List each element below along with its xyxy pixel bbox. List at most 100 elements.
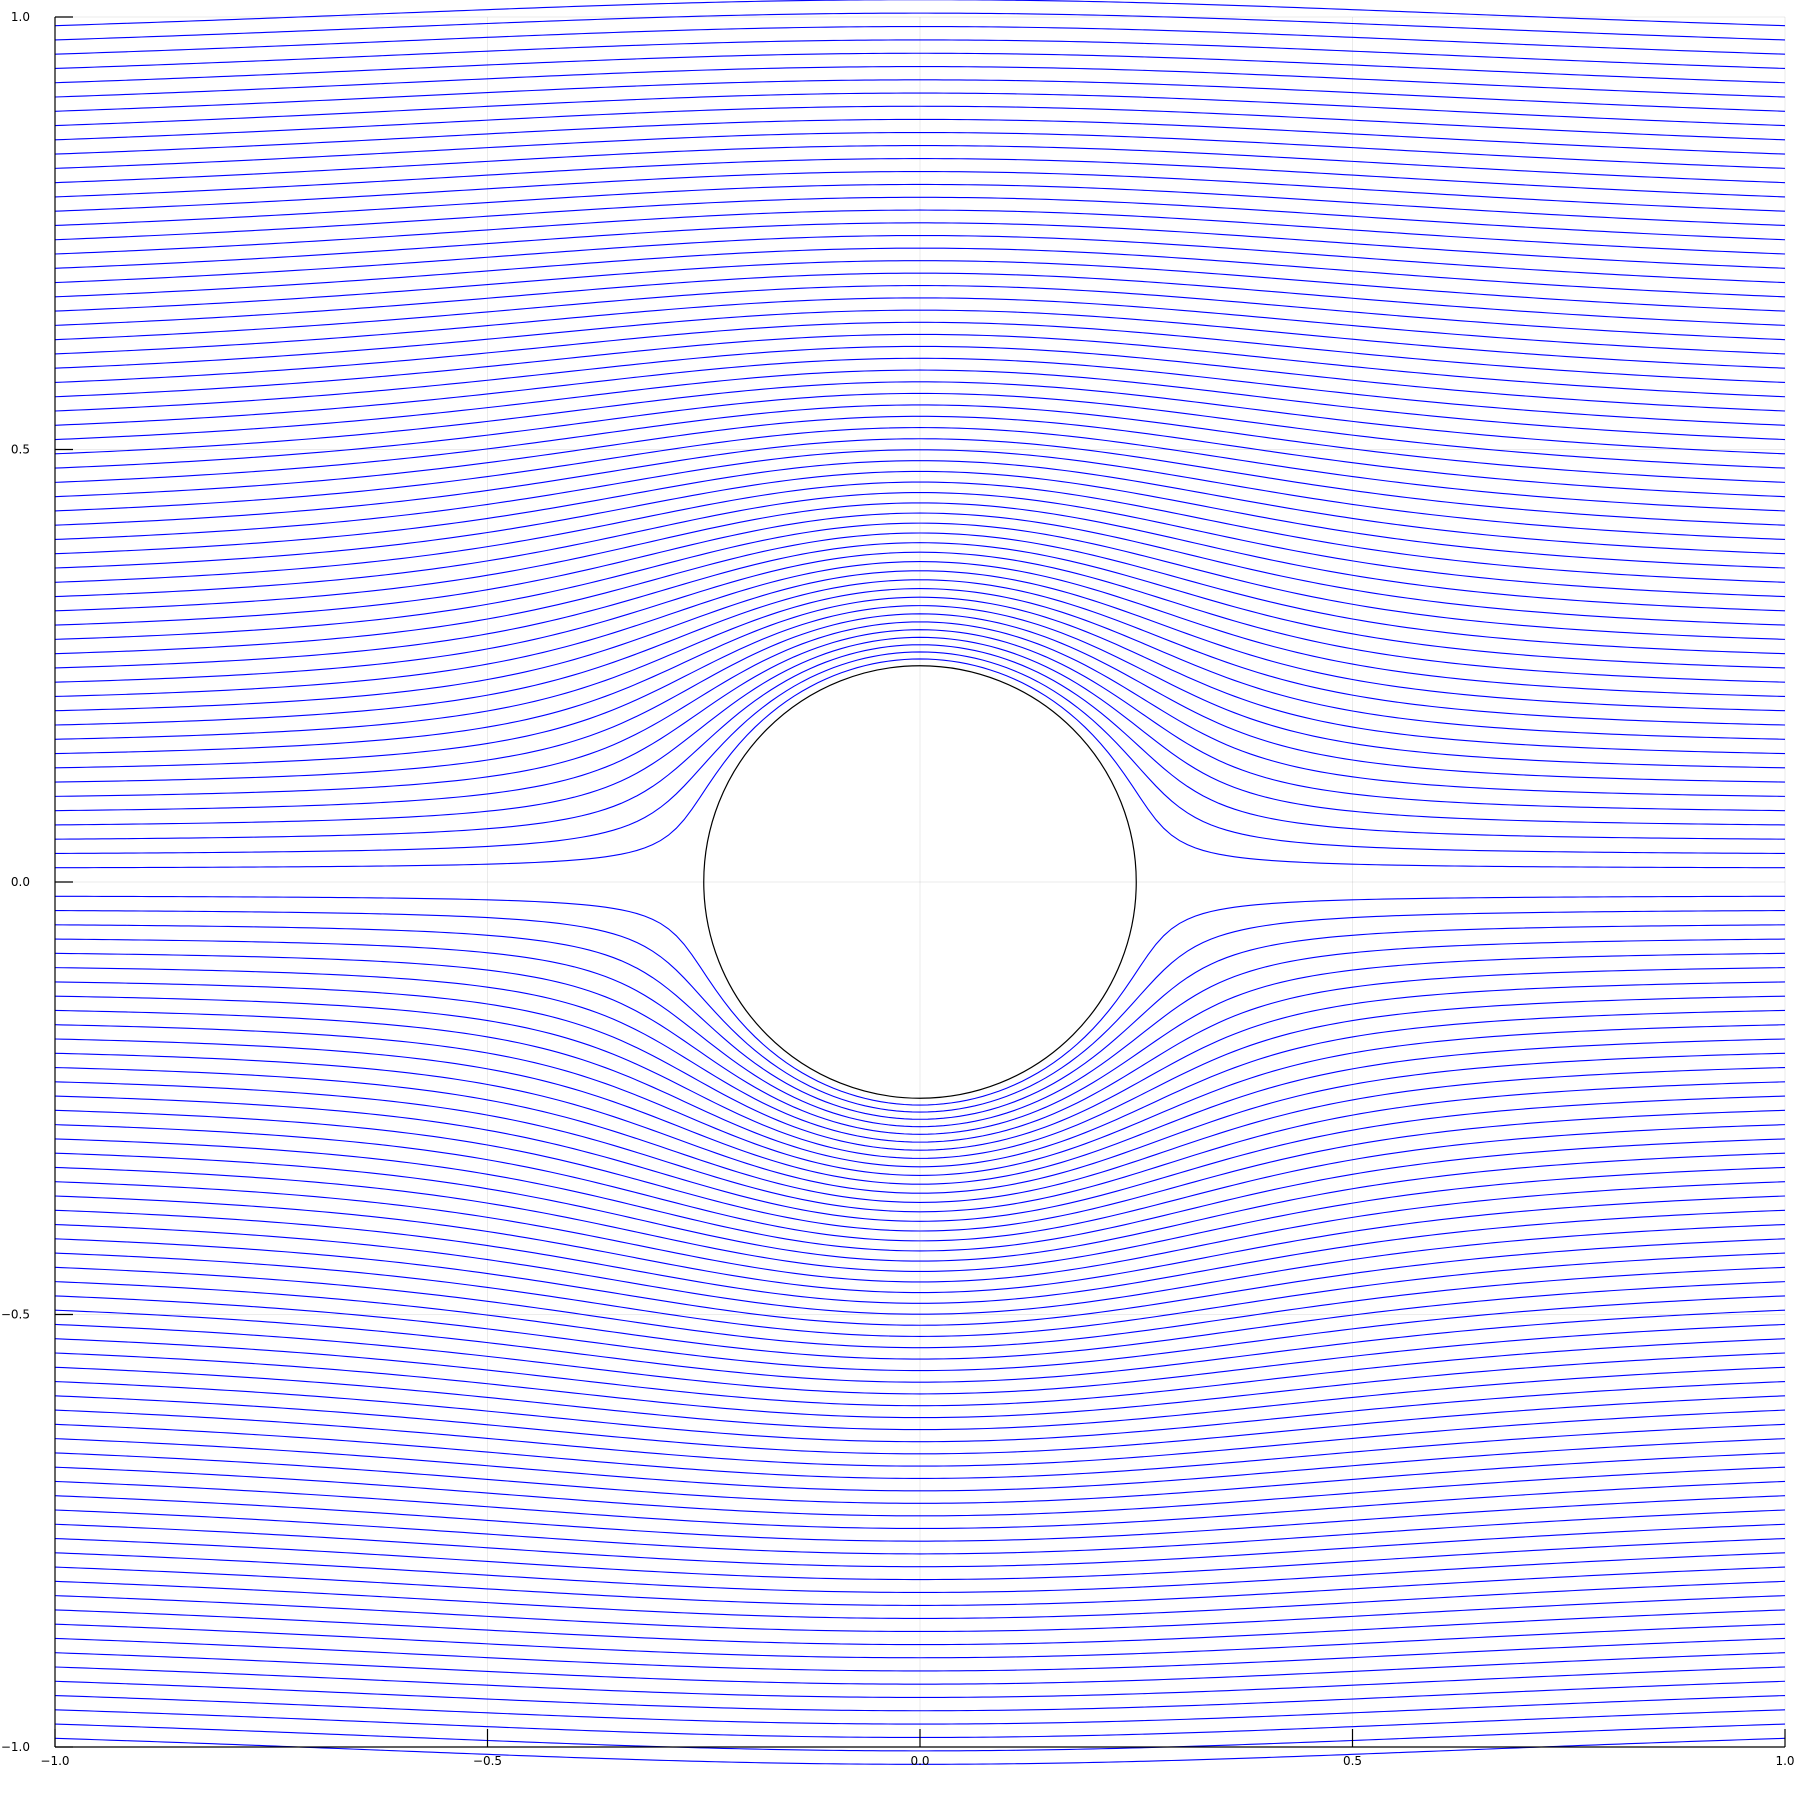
x-tick-label-1: −0.5: [473, 1754, 502, 1768]
streamline: [54, 481, 1786, 583]
streamline: [54, 1537, 1786, 1581]
streamline: [54, 542, 1786, 669]
streamline: [54, 1694, 1786, 1725]
streamline: [54, 579, 1786, 726]
streamline: [54, 321, 1786, 384]
streamline: [54, 1452, 1786, 1504]
streamline: [54, 222, 1786, 269]
streamline: [54, 285, 1786, 341]
streamline: [54, 118, 1786, 155]
streamline: [54, 1509, 1786, 1555]
streamline: [54, 1423, 1786, 1479]
streamline: [54, 0, 1786, 27]
streamline: [54, 532, 1786, 655]
y-tick-label-4: 1.0: [11, 10, 30, 24]
streamline: [54, 1038, 1786, 1185]
streamline: [54, 952, 1786, 1135]
streamline: [54, 1223, 1786, 1315]
streamline: [54, 1081, 1786, 1213]
streamline: [54, 1580, 1786, 1619]
streamline: [54, 415, 1786, 498]
streamline: [54, 1523, 1786, 1568]
streamline: [54, 92, 1786, 127]
streamline: [54, 66, 1786, 98]
streamline: [54, 333, 1786, 398]
streamline: [54, 196, 1786, 241]
streamline: [54, 636, 1786, 826]
streamline: [54, 512, 1786, 626]
streamline: [54, 1352, 1786, 1419]
streamline: [54, 596, 1786, 755]
streamline: [54, 79, 1786, 112]
streamline: [54, 12, 1786, 41]
streamline: [54, 1266, 1786, 1349]
streamline: [54, 52, 1786, 84]
streamline: [54, 25, 1786, 55]
streamline: [54, 1466, 1786, 1517]
streamline: [54, 1295, 1786, 1372]
streamline: [54, 404, 1786, 483]
streamline: [54, 1252, 1786, 1337]
x-tick-label-2: 0.0: [910, 1754, 929, 1768]
streamline: [54, 1566, 1786, 1606]
streamline: [54, 1338, 1786, 1407]
streamline: [54, 1109, 1786, 1232]
cylinder-circle: [703, 665, 1137, 1099]
streamline: [54, 1366, 1786, 1431]
streamline: [54, 522, 1786, 640]
streamline: [54, 1723, 1786, 1752]
grid-lines: [54, 16, 1786, 1748]
streamline: [54, 1095, 1786, 1222]
streamline: [54, 1309, 1786, 1383]
streamline: [54, 1181, 1786, 1283]
streamline: [54, 272, 1786, 326]
streamline: [54, 345, 1786, 412]
streamline: [54, 392, 1786, 469]
streamline: [54, 1124, 1786, 1242]
streamline: [54, 1737, 1786, 1765]
x-tick-label-3: 0.5: [1343, 1754, 1362, 1768]
streamline: [54, 131, 1786, 169]
streamline: [54, 629, 1786, 812]
streamline: [54, 1138, 1786, 1252]
streamline: [54, 588, 1786, 740]
streamline: [54, 981, 1786, 1151]
streamline: [54, 170, 1786, 212]
streamline: [54, 561, 1786, 698]
x-tick-label-4: 1.0: [1775, 1754, 1794, 1768]
streamline: [54, 449, 1786, 541]
axes: −1.0 −0.5 0.0 0.5 1.0 −1.0 −0.5 0.0 0.5 1.0: [1, 10, 1795, 1768]
streamline: [54, 1652, 1786, 1685]
streamline: [54, 1209, 1786, 1304]
y-tick-label-0: −1.0: [1, 1740, 30, 1754]
streamline: [54, 470, 1786, 569]
streamline: [54, 1380, 1786, 1443]
streamline: [54, 1009, 1786, 1168]
streamline: [54, 1395, 1786, 1455]
streamline: [54, 438, 1786, 526]
streamline: [54, 145, 1786, 184]
streamline: [54, 1666, 1786, 1698]
streamline: [54, 1238, 1786, 1326]
streamline: [54, 381, 1786, 455]
streamline: [54, 967, 1786, 1143]
y-tick-label-2: 0.0: [11, 875, 30, 889]
streamline: [54, 895, 1786, 1106]
streamline: [54, 551, 1786, 683]
streamline: [54, 1281, 1786, 1360]
streamline: [54, 1480, 1786, 1530]
streamline: [54, 1166, 1786, 1272]
streamline: [54, 460, 1786, 555]
streamline: [54, 995, 1786, 1159]
streamline: [54, 651, 1786, 854]
streamline: [54, 357, 1786, 426]
streamline: [54, 658, 1786, 869]
streamline: [54, 1052, 1786, 1194]
streamline: [54, 1552, 1786, 1594]
streamline: [54, 1609, 1786, 1646]
streamline: [54, 1195, 1786, 1294]
streamline: [54, 1438, 1786, 1492]
streamline: [54, 502, 1786, 612]
streamline: [54, 1066, 1786, 1203]
